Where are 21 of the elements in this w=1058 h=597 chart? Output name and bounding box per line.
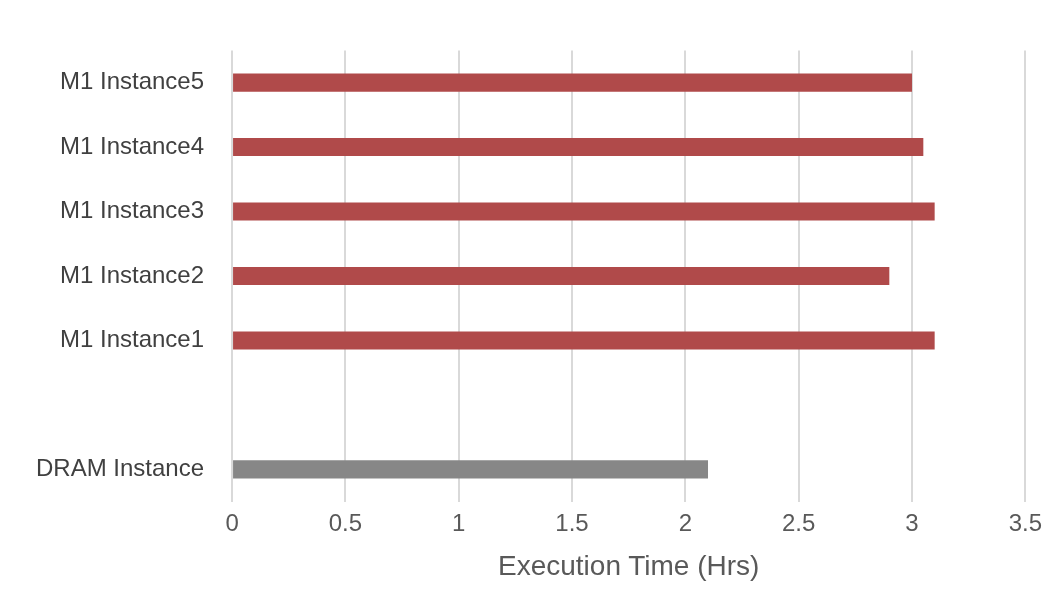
y-tick-label: M1 Instance2 [59, 260, 205, 288]
y-tick-label: M1 Instance4 [59, 131, 205, 159]
y-tick-label: DRAM Instance [36, 454, 205, 481]
bar [233, 266, 890, 286]
bar [233, 202, 935, 221]
x-tick-label: 2 [678, 508, 693, 536]
y-tick-label: M1 Instance3 [59, 196, 205, 224]
y-tick-label: M1 Instance5 [59, 67, 205, 95]
bar [233, 460, 709, 479]
x-tick-label: 1 [452, 508, 466, 536]
bar [233, 73, 912, 92]
y-tick-label: M1 Instance1 [59, 325, 205, 353]
x-tick-label: 1.5 [555, 508, 589, 536]
x-tick-label: 0 [225, 508, 239, 536]
x-axis-title: Execution Time (Hrs) [497, 549, 760, 581]
x-tick-label: 3.5 [1008, 508, 1043, 536]
bar [233, 331, 935, 350]
bar [233, 138, 924, 157]
x-tick-label: 0.5 [328, 508, 363, 536]
x-tick-label: 2.5 [781, 508, 816, 536]
x-tick-label: 3 [905, 508, 919, 536]
